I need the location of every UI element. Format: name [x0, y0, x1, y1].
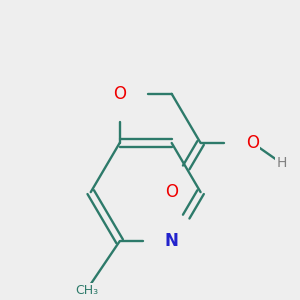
Text: O: O: [246, 134, 259, 152]
Text: O: O: [165, 183, 178, 201]
Text: N: N: [165, 232, 178, 250]
Text: CH₃: CH₃: [75, 284, 98, 297]
Text: O: O: [113, 85, 126, 103]
Text: H: H: [276, 156, 287, 170]
